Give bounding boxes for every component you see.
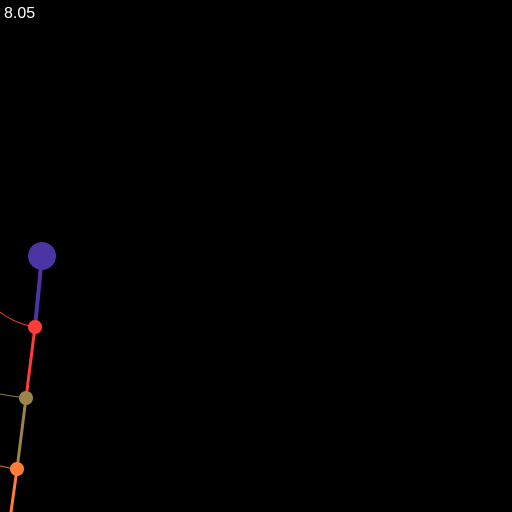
joint-2-ball: [19, 391, 33, 405]
pendulum-head-ball[interactable]: [28, 242, 56, 270]
joint-3-ball: [10, 462, 24, 476]
joint-1-ball: [28, 320, 42, 334]
link-joint-2-to-joint-3: [17, 398, 26, 469]
link-joint-1-to-joint-2: [26, 327, 35, 398]
